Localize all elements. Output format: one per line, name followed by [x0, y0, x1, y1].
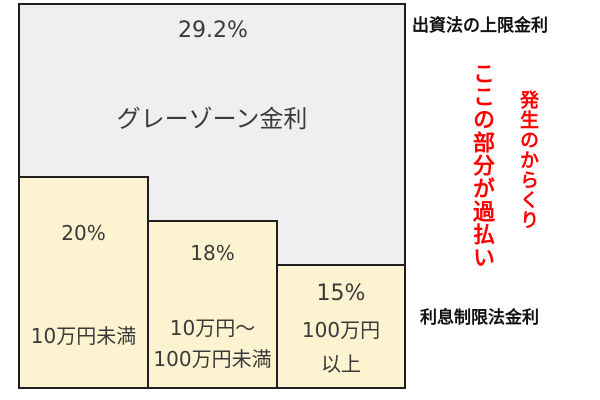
tier-2-label: 10万円〜 100万円未満: [153, 316, 272, 371]
tier-1-rate: 20%: [61, 221, 106, 245]
lower-limit-label: 利息制限法金利: [420, 308, 539, 328]
tier-over-1m-block: [276, 264, 406, 389]
overpayment-caption: ここの部分が過払い: [469, 62, 494, 269]
grey-zone-label: グレーゾーン金利: [116, 105, 308, 133]
mechanism-caption: 発生のからくり: [517, 90, 539, 230]
tier-1-label: 10万円未満: [30, 324, 137, 348]
upper-limit-label: 出資法の上限金利: [412, 16, 548, 36]
tier-2-rate: 18%: [190, 241, 235, 265]
tier-under-100k-block: [18, 176, 149, 389]
tier-3-label: 100万円 以上: [301, 318, 381, 376]
tier-3-rate: 15%: [316, 281, 366, 306]
tier-100k-to-1m-block: [147, 220, 278, 389]
grey-zone-rate: 29.2%: [178, 18, 248, 43]
